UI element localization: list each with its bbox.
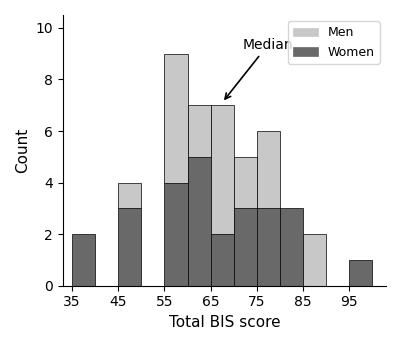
X-axis label: Total BIS score: Total BIS score xyxy=(169,315,280,330)
Bar xyxy=(257,208,280,286)
Legend: Men, Women: Men, Women xyxy=(288,21,380,63)
Bar xyxy=(349,260,372,286)
Bar xyxy=(188,157,211,286)
Text: Median: Median xyxy=(225,38,294,99)
Bar xyxy=(118,208,142,286)
Bar xyxy=(234,157,257,208)
Bar xyxy=(234,208,257,286)
Bar xyxy=(257,131,280,208)
Bar xyxy=(188,105,211,157)
Bar xyxy=(72,234,95,286)
Bar xyxy=(303,234,326,286)
Bar xyxy=(164,183,188,286)
Bar xyxy=(118,183,142,208)
Bar xyxy=(211,234,234,286)
Bar xyxy=(211,105,234,234)
Y-axis label: Count: Count xyxy=(15,128,30,173)
Bar xyxy=(164,54,188,183)
Bar xyxy=(280,208,303,286)
